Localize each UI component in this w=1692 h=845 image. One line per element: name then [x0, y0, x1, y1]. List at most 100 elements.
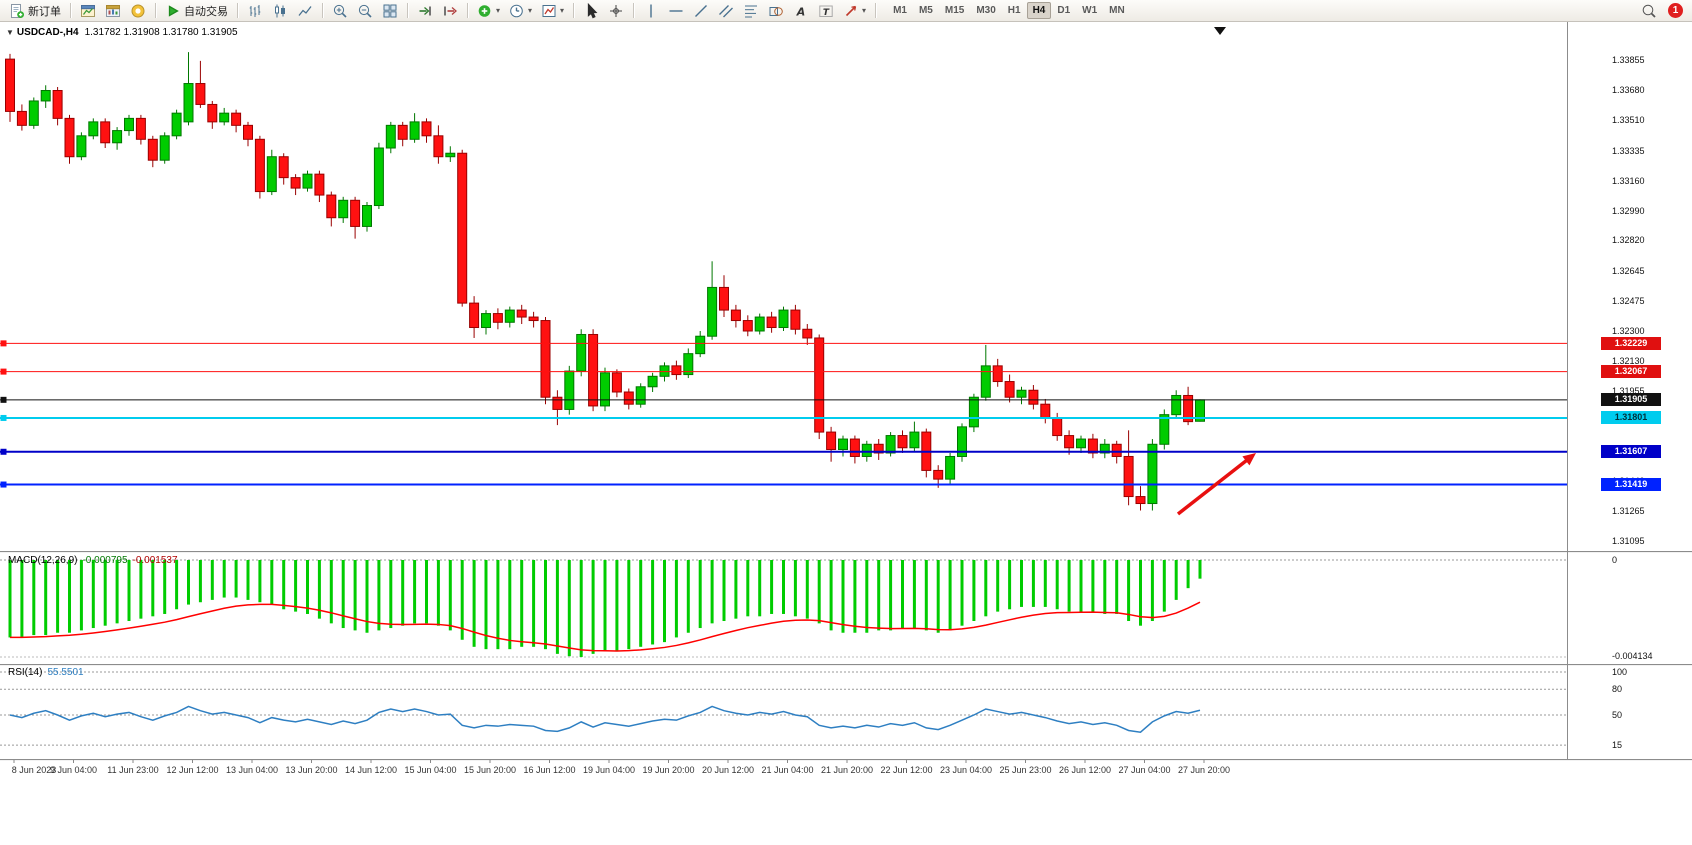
candle [302, 173, 313, 189]
price-level-tag: 1.31801 [1601, 411, 1661, 425]
macd-bar [32, 560, 36, 636]
rsi-tick-label: 50 [1612, 710, 1623, 720]
macd-signal-line [10, 601, 1201, 652]
candle [1123, 455, 1134, 498]
text-icon: A [793, 3, 809, 19]
new-order-button[interactable]: 新订单 [5, 1, 65, 21]
price-tick-label: 1.31265 [1612, 506, 1645, 517]
community-button[interactable] [126, 1, 150, 21]
macd-bar [567, 560, 571, 657]
templates-button[interactable]: ▾ [537, 1, 568, 21]
shapes-button[interactable] [764, 1, 788, 21]
candle [1099, 443, 1110, 454]
timeframe-button-H1[interactable]: H1 [1007, 5, 1021, 16]
candle [1171, 394, 1182, 416]
notification-badge[interactable]: 1 [1668, 3, 1683, 18]
level-left-handle[interactable] [0, 340, 7, 347]
cursor-button[interactable] [579, 1, 603, 21]
macd-bar [365, 560, 369, 633]
macd-bar [710, 560, 714, 624]
candle-chart-button[interactable] [268, 1, 292, 21]
macd-bar [1103, 560, 1107, 614]
macd-bar [960, 560, 964, 626]
text-label-button[interactable]: T [814, 1, 838, 21]
level-left-handle[interactable] [0, 414, 7, 421]
candle [802, 328, 813, 339]
candle [671, 365, 682, 376]
macd-bar [44, 560, 48, 636]
timeframe-button-M15[interactable]: M15 [944, 5, 965, 16]
chart-canvas[interactable] [0, 22, 1692, 845]
toolbar-separator [237, 3, 238, 18]
crosshair-button[interactable] [604, 1, 628, 21]
chart-window[interactable]: ▼ USDCAD-,H4 1.31782 1.31908 1.31780 1.319… [0, 22, 1692, 845]
macd-bar [793, 560, 797, 617]
search-button[interactable] [1637, 1, 1661, 21]
candle [350, 199, 361, 227]
price-tick-label: 1.32300 [1612, 325, 1645, 336]
candle [623, 391, 634, 405]
candle [362, 205, 372, 227]
vertical-line-icon [643, 3, 659, 19]
level-left-handle[interactable] [0, 396, 7, 403]
market-watch-button[interactable] [101, 1, 125, 21]
toolbar-separator [633, 3, 635, 18]
price-tick-label: 1.33160 [1612, 176, 1645, 187]
macd-indicator-label: MACD(12,26,9) -0.000795 -0.001537 [8, 555, 183, 566]
macd-bar [294, 560, 298, 612]
macd-main-value: -0.000795 [82, 555, 128, 566]
rsi-name: RSI(14) [8, 667, 43, 678]
timeframe-button-D1[interactable]: D1 [1057, 5, 1071, 16]
periods-button[interactable]: ▾ [505, 1, 536, 21]
channel-button[interactable] [714, 1, 738, 21]
macd-bar [877, 560, 881, 631]
macd-bar [306, 560, 309, 614]
auto-trading-icon [165, 3, 181, 19]
line-chart-button[interactable] [293, 1, 317, 21]
auto-trading-button[interactable]: 自动交易 [161, 1, 232, 21]
macd-bar [579, 560, 583, 657]
search-icon [1641, 3, 1657, 19]
macd-signal-value: -0.001537 [132, 555, 178, 566]
arrows-icon [843, 3, 859, 19]
trend-arrow-head[interactable] [1242, 453, 1256, 466]
timeframe-button-M5[interactable]: M5 [918, 5, 933, 16]
macd-bar [948, 560, 952, 631]
time-tick-label: 27 Jun 04:00 [1118, 765, 1171, 775]
price-tick-label: 1.33335 [1612, 145, 1645, 156]
candle [5, 58, 15, 112]
macd-bar [889, 560, 893, 631]
auto-scroll-button[interactable] [413, 1, 437, 21]
timeframe-button-MN[interactable]: MN [1109, 5, 1125, 16]
level-left-handle[interactable] [0, 481, 7, 488]
candle [576, 333, 587, 372]
timeframe-button-M1[interactable]: M1 [893, 5, 907, 16]
horizontal-line-button[interactable] [664, 1, 688, 21]
bar-chart-button[interactable] [243, 1, 267, 21]
trend-arrow-shaft[interactable] [1176, 455, 1253, 516]
vertical-line-button[interactable] [639, 1, 663, 21]
tile-windows-button[interactable] [378, 1, 402, 21]
arrows-button[interactable]: ▾ [839, 1, 870, 21]
price-tick-label: 1.32475 [1612, 295, 1645, 306]
timeframe-button-M30[interactable]: M30 [976, 5, 996, 16]
zoom-out-button[interactable] [353, 1, 377, 21]
auto-scroll-icon [417, 3, 433, 19]
fibonacci-button[interactable] [739, 1, 763, 21]
trendline-button[interactable] [689, 1, 713, 21]
macd-bar [1198, 560, 1202, 579]
timeframe-button-W1[interactable]: W1 [1082, 5, 1098, 16]
timeframe-button-H4[interactable]: H4 [1026, 2, 1052, 19]
text-button[interactable]: A [789, 1, 813, 21]
macd-bar [746, 560, 750, 617]
charts-button[interactable] [76, 1, 100, 21]
candle [1004, 381, 1015, 398]
level-left-handle[interactable] [0, 368, 7, 375]
chart-dropdown-icon[interactable]: ▼ [6, 28, 14, 37]
chart-shift-button[interactable] [438, 1, 462, 21]
level-left-handle[interactable] [0, 448, 7, 455]
indicators-button[interactable]: ▾ [473, 1, 504, 21]
zoom-in-button[interactable] [328, 1, 352, 21]
candle [778, 309, 789, 329]
macd-bar [187, 560, 190, 605]
